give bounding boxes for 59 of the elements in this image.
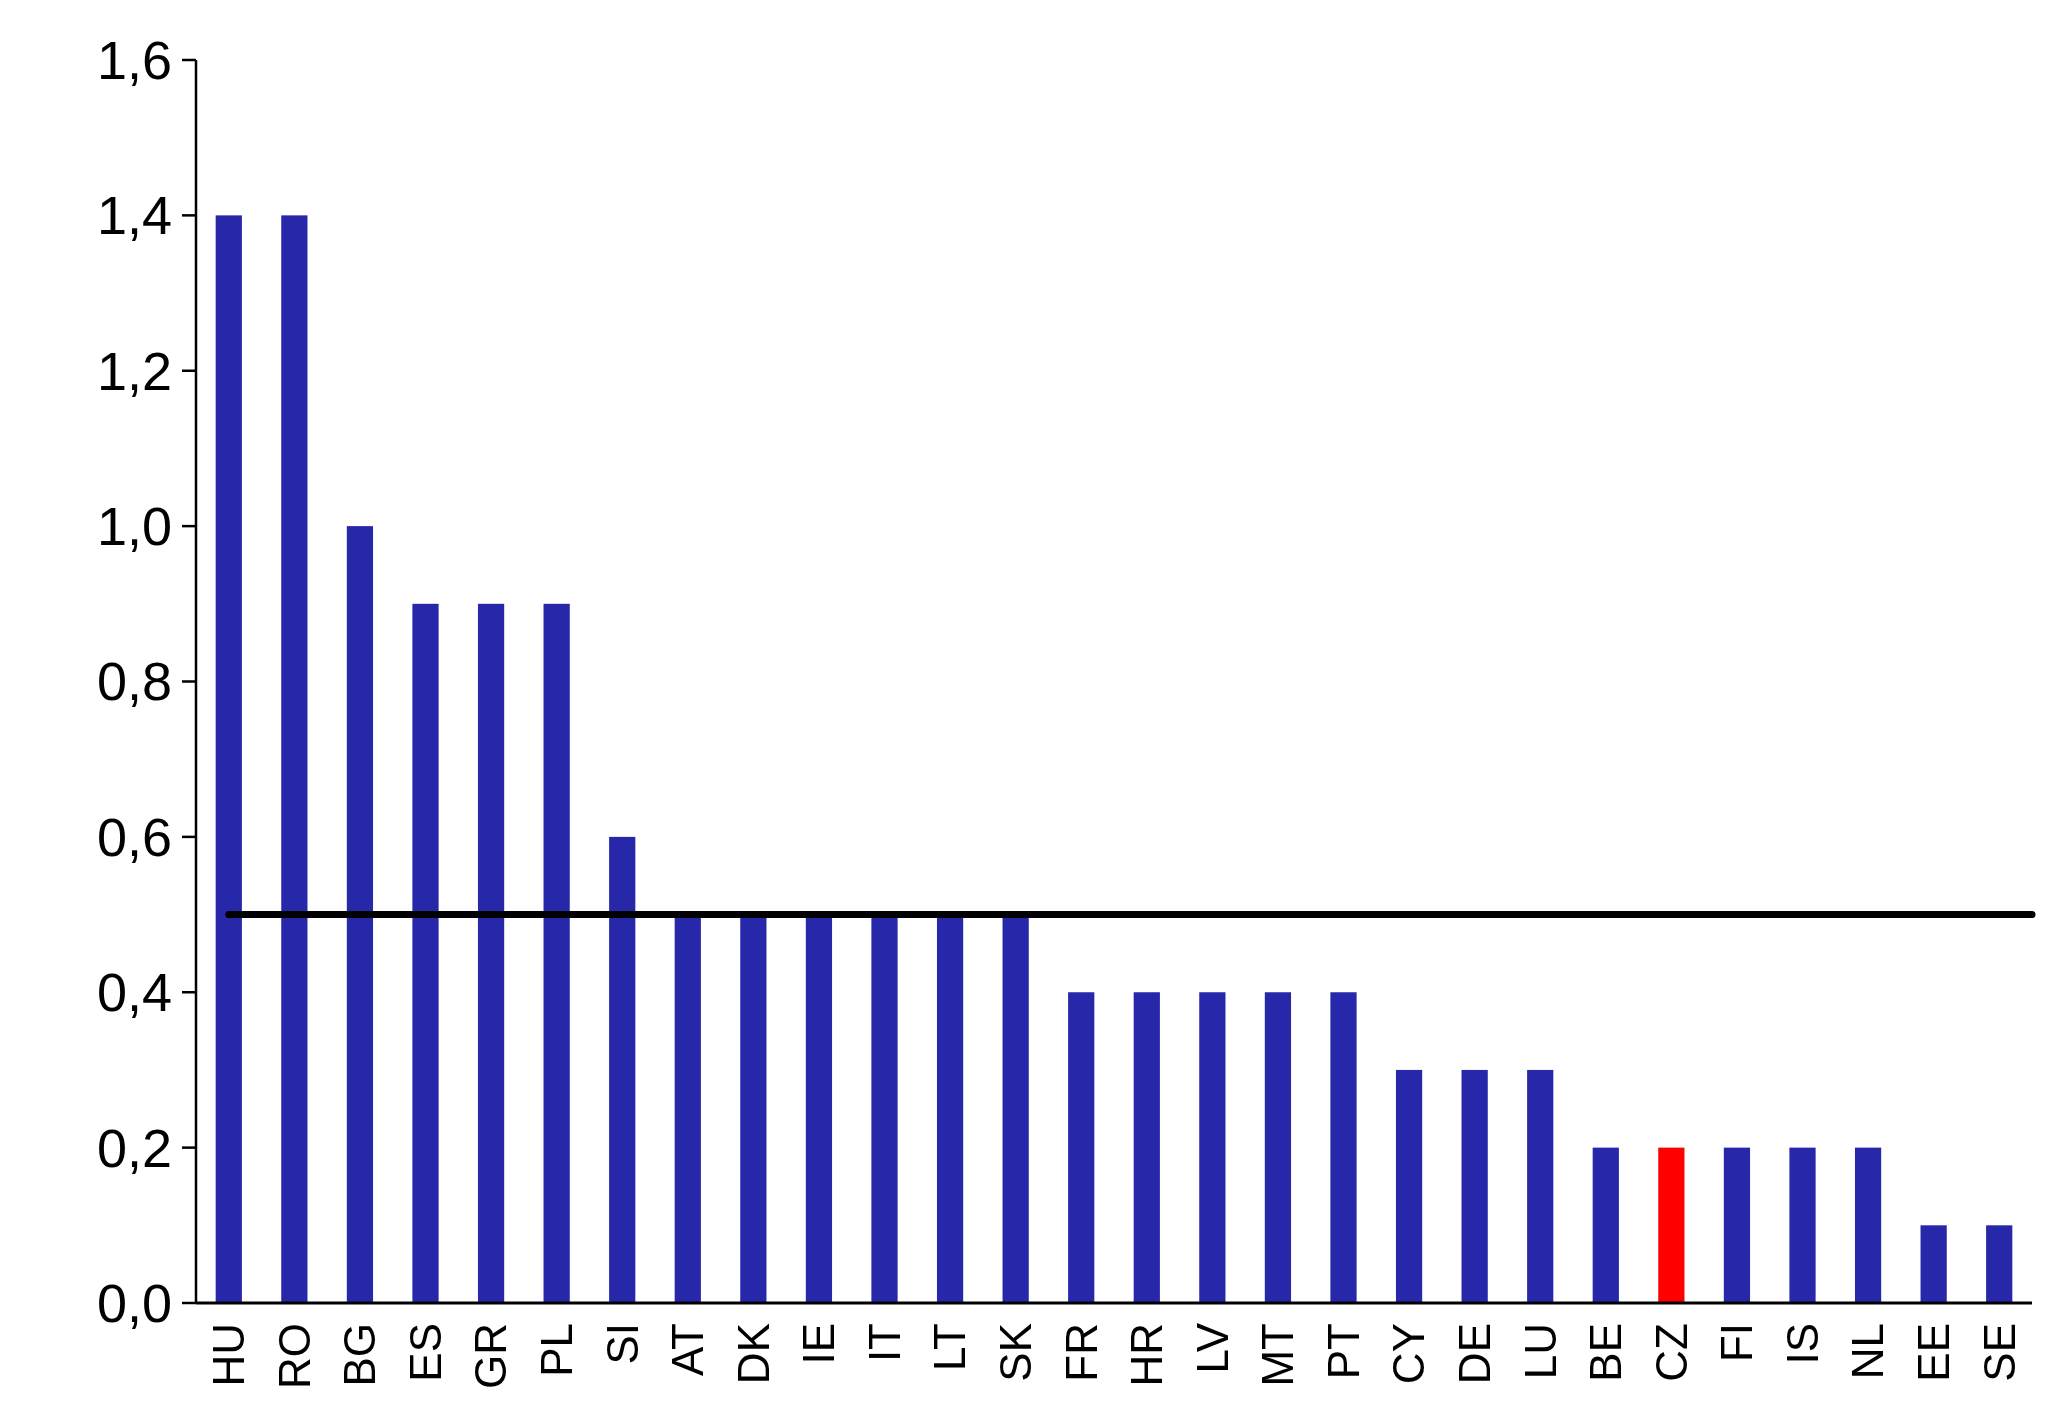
x-tick-label: DE (1450, 1323, 1500, 1385)
bar (215, 215, 242, 1303)
bar (543, 603, 570, 1303)
x-tick-label: SK (991, 1323, 1041, 1382)
bar (1723, 1147, 1751, 1303)
bar (1920, 1225, 1947, 1303)
bar (1133, 992, 1160, 1303)
y-tick-label: 0,8 (96, 651, 172, 712)
y-tick-label: 0,2 (96, 1117, 172, 1178)
x-tick-label: PL (532, 1323, 582, 1377)
bar (477, 603, 505, 1303)
bar (346, 526, 374, 1303)
bar (1330, 992, 1357, 1303)
x-tick-label: FR (1056, 1323, 1106, 1382)
x-tick-label: RO (269, 1323, 319, 1389)
x-tick-label: MT (1253, 1323, 1303, 1387)
bar (1068, 992, 1095, 1303)
bar (412, 603, 439, 1303)
y-tick-label: 1,6 (96, 29, 172, 90)
x-tick-label: IS (1777, 1323, 1827, 1365)
x-tick-label: EE (1909, 1323, 1959, 1382)
y-tick-label: 1,4 (96, 185, 172, 246)
y-tick-label: 0,0 (96, 1272, 172, 1333)
bar (1854, 1147, 1882, 1303)
x-tick-label: SE (1974, 1323, 2024, 1382)
x-tick-label: HR (1122, 1323, 1172, 1387)
bar (1461, 1069, 1488, 1303)
bar (1592, 1147, 1619, 1303)
x-tick-label: BG (335, 1323, 385, 1387)
x-tick-label: LV (1187, 1322, 1237, 1374)
x-tick-label: LU (1515, 1323, 1565, 1380)
x-tick-label: NL (1843, 1323, 1893, 1380)
bar (1527, 1069, 1554, 1303)
x-tick-label: PT (1318, 1323, 1368, 1380)
x-tick-label: BE (1581, 1323, 1631, 1382)
bar (1395, 1069, 1423, 1303)
bar (609, 836, 636, 1303)
x-tick-label: LT (925, 1323, 975, 1372)
x-tick-label: ES (400, 1323, 450, 1382)
x-tick-label: HU (204, 1323, 254, 1387)
bar (1264, 992, 1292, 1303)
x-tick-label: DK (728, 1323, 778, 1385)
x-tick-label: SI (597, 1323, 647, 1365)
x-tick-label: IE (794, 1323, 844, 1365)
bar (1199, 992, 1226, 1303)
y-tick-label: 1,2 (96, 340, 172, 401)
x-tick-label: GR (466, 1323, 516, 1389)
x-tick-label: FI (1712, 1323, 1762, 1363)
bar (1789, 1147, 1816, 1303)
y-tick-label: 0,6 (96, 806, 172, 867)
bar (1986, 1225, 2013, 1303)
bar (281, 215, 308, 1303)
y-tick-label: 0,4 (96, 962, 172, 1023)
x-tick-label: CZ (1646, 1323, 1696, 1382)
x-tick-label: CY (1384, 1323, 1434, 1385)
bar (1658, 1147, 1685, 1303)
x-tick-label: AT (663, 1323, 713, 1376)
y-tick-label: 1,0 (96, 496, 172, 557)
x-tick-label: IT (859, 1323, 909, 1363)
